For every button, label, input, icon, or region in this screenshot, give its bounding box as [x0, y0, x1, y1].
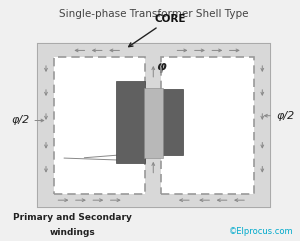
Text: Single-phase Transformer Shell Type: Single-phase Transformer Shell Type	[59, 9, 249, 19]
Bar	[38, 44, 270, 207]
Bar	[161, 57, 254, 194]
Bar	[254, 44, 270, 207]
Bar	[145, 44, 161, 207]
Bar	[161, 57, 254, 194]
Bar	[38, 194, 270, 207]
Text: φ: φ	[156, 60, 166, 73]
Text: Primary and Secondary: Primary and Secondary	[14, 213, 132, 222]
Bar	[161, 89, 183, 155]
Text: windings: windings	[50, 228, 96, 237]
Bar	[116, 81, 145, 163]
Text: ©Elprocus.com: ©Elprocus.com	[229, 227, 293, 235]
Text: φ/2: φ/2	[276, 111, 294, 121]
Bar	[143, 88, 163, 158]
Bar	[54, 57, 145, 194]
Bar	[54, 57, 145, 194]
Text: φ/2: φ/2	[11, 115, 29, 126]
Text: CORE: CORE	[129, 14, 186, 47]
Bar	[38, 44, 54, 207]
Bar	[38, 44, 270, 57]
